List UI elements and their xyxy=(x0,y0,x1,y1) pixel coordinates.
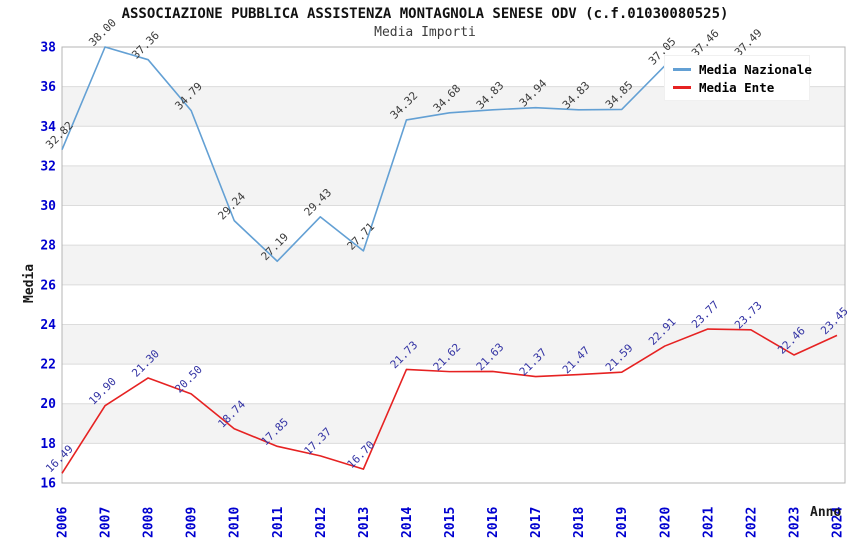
y-tick-label: 28 xyxy=(40,239,56,254)
plot-band xyxy=(62,284,845,325)
y-tick-label: 16 xyxy=(40,477,56,492)
legend: Media Nazionale Media Ente xyxy=(664,55,812,101)
y-tick-label: 30 xyxy=(40,199,56,214)
x-tick-label: 2011 xyxy=(271,507,286,538)
legend-item-media-ente: Media Ente xyxy=(673,80,801,95)
x-tick-label: 2010 xyxy=(228,507,243,538)
data-label: 38.00 xyxy=(86,16,119,49)
y-tick-label: 26 xyxy=(40,278,56,293)
x-tick-label: 2019 xyxy=(615,507,630,538)
x-tick-label: 2016 xyxy=(486,507,501,538)
x-tick-label: 2014 xyxy=(400,507,415,538)
legend-item-media-nazionale: Media Nazionale xyxy=(673,62,812,77)
y-tick-label: 36 xyxy=(40,80,56,95)
x-tick-label: 2008 xyxy=(142,507,157,538)
x-tick-label: 2020 xyxy=(658,507,673,538)
legend-label-media-ente: Media Ente xyxy=(699,79,775,95)
y-axis-title: Media xyxy=(22,263,37,303)
y-tick-label: 32 xyxy=(40,159,56,174)
x-tick-label: 2015 xyxy=(443,507,458,538)
legend-marker-line-icon xyxy=(673,85,691,89)
x-tick-label: 2022 xyxy=(744,507,759,538)
plot-band xyxy=(62,324,845,365)
x-tick-label: 2018 xyxy=(572,507,587,538)
x-tick-label: 2009 xyxy=(185,507,200,538)
y-tick-label: 20 xyxy=(40,397,56,412)
x-tick-label: 2012 xyxy=(314,507,329,538)
x-tick-label: 2024 xyxy=(831,507,846,538)
plot-band xyxy=(62,245,845,285)
x-axis-title: Anno xyxy=(810,505,842,520)
plot-band xyxy=(62,443,845,483)
legend-label-media-nazionale: Media Nazionale xyxy=(699,61,812,77)
plot-band xyxy=(62,403,845,444)
x-tick-label: 2021 xyxy=(701,507,716,538)
plot-band xyxy=(62,205,845,246)
legend-marker-line-icon xyxy=(673,67,691,71)
series-line-media-nazionale xyxy=(61,46,751,263)
plot-border xyxy=(61,46,846,484)
chart-title: ASSOCIAZIONE PUBBLICA ASSISTENZA MONTAGN… xyxy=(121,6,729,22)
plot-band xyxy=(62,126,845,166)
x-tick-label: 2017 xyxy=(529,507,544,538)
plot-band xyxy=(62,165,845,206)
y-tick-label: 34 xyxy=(40,120,56,135)
x-tick-label: 2013 xyxy=(357,507,372,538)
y-tick-label: 38 xyxy=(40,41,56,56)
series-line-media-ente xyxy=(61,328,838,474)
chart-subtitle: Media Importi xyxy=(374,25,476,40)
x-tick-label: 2023 xyxy=(787,507,802,538)
plot-band xyxy=(62,364,845,404)
y-tick-label: 22 xyxy=(40,358,56,373)
x-tick-label: 2007 xyxy=(99,507,114,538)
y-tick-label: 24 xyxy=(40,318,56,333)
x-tick-label: 2006 xyxy=(56,507,71,538)
y-tick-label: 18 xyxy=(40,437,56,452)
